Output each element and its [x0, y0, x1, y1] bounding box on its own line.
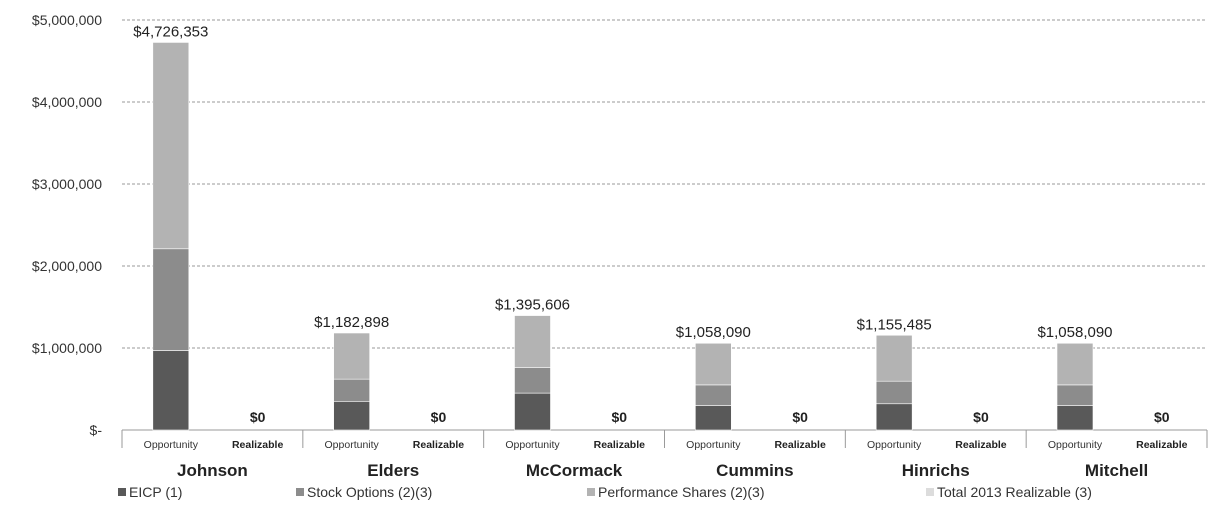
bar-segment [875, 403, 913, 431]
y-tick-label: $2,000,000 [32, 258, 102, 274]
bar-segment [695, 405, 732, 431]
y-tick-label: $4,000,000 [32, 94, 102, 110]
legend-label: Total 2013 Realizable (3) [937, 484, 1092, 500]
bar-segment [875, 380, 913, 405]
data-label-total: $1,058,090 [676, 324, 751, 341]
x-tick-label-realizable: Realizable [594, 439, 646, 451]
data-label-realizable: $0 [431, 409, 447, 425]
data-label-total: $1,182,898 [314, 314, 389, 331]
legend-swatch [118, 488, 126, 496]
x-tick-label-realizable: Realizable [1136, 439, 1188, 451]
bar-segment [875, 334, 913, 382]
bar-segment [152, 248, 190, 351]
x-tick-label-opportunity: Opportunity [1048, 439, 1103, 451]
data-label-total: $1,058,090 [1037, 324, 1112, 341]
x-tick-label-opportunity: Opportunity [686, 439, 741, 451]
group-label: Hinrichs [902, 461, 970, 480]
x-tick-label-opportunity: Opportunity [505, 439, 560, 451]
y-tick-label: $- [90, 422, 103, 438]
bar-segment [514, 315, 551, 368]
data-label-total: $4,726,353 [133, 23, 208, 40]
bar-segment [1056, 342, 1094, 386]
bar-segment [152, 42, 190, 250]
group-label: Mitchell [1085, 461, 1148, 480]
x-tick-label-realizable: Realizable [413, 439, 465, 451]
data-label-realizable: $0 [250, 409, 266, 425]
legend: EICP (1) Stock Options (2)(3) Performance … [118, 484, 1092, 500]
bar-segment [333, 378, 370, 402]
bar-segment [695, 384, 732, 406]
y-tick-label: $1,000,000 [32, 340, 102, 356]
data-label-total: $1,155,485 [857, 316, 932, 333]
x-tick-label-realizable: Realizable [774, 439, 826, 451]
bar-segment [1056, 405, 1094, 431]
gridlines [121, 19, 1208, 448]
x-tick-label-realizable: Realizable [955, 439, 1007, 451]
bar-segment [514, 367, 551, 394]
x-tick-label-opportunity: Opportunity [144, 439, 199, 451]
legend-label: Performance Shares (2)(3) [598, 484, 765, 500]
data-label-realizable: $0 [612, 409, 628, 425]
bar-segment [333, 332, 370, 380]
bar-segment [514, 392, 551, 431]
legend-label: EICP (1) [129, 484, 182, 500]
bar-segment [333, 400, 370, 431]
x-tick-label-realizable: Realizable [232, 439, 284, 451]
x-tick-label-opportunity: Opportunity [867, 439, 922, 451]
legend-swatch [296, 488, 304, 496]
legend-label: Stock Options (2)(3) [307, 484, 432, 500]
bar-segment [1056, 384, 1094, 406]
y-tick-label: $3,000,000 [32, 176, 102, 192]
data-label-realizable: $0 [973, 409, 989, 425]
bar-segment [695, 342, 732, 386]
group-label: McCormack [526, 461, 623, 480]
group-label: Johnson [177, 461, 248, 480]
legend-swatch [926, 488, 934, 496]
labels: $- $1,000,000 $2,000,000 $3,000,000 $4,000,0… [32, 12, 1188, 480]
data-label-realizable: $0 [1154, 409, 1170, 425]
bar-segment [152, 350, 190, 431]
group-label: Cummins [716, 461, 793, 480]
data-label-realizable: $0 [792, 409, 808, 425]
x-tick-label-opportunity: Opportunity [325, 439, 380, 451]
legend-swatch [587, 488, 595, 496]
bars [152, 42, 1094, 431]
y-tick-label: $5,000,000 [32, 12, 102, 28]
data-label-total: $1,395,606 [495, 297, 570, 314]
group-label: Elders [367, 461, 419, 480]
